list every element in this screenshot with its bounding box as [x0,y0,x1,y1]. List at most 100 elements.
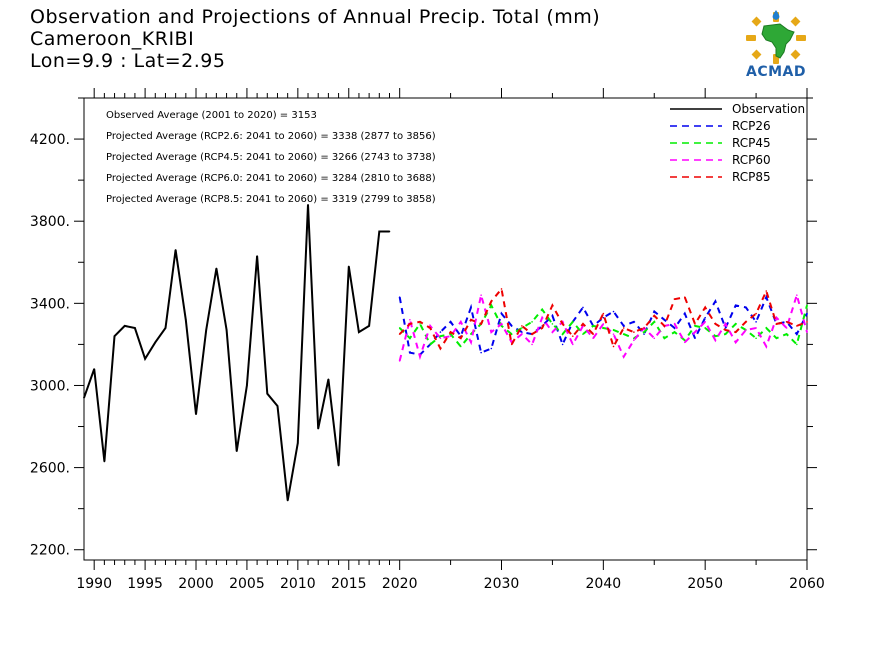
data-point-rcp26 [643,333,645,335]
data-point-rcp60 [633,339,635,342]
data-point-rcp60 [470,341,472,344]
x-tick-label: 2030 [484,576,520,592]
series-line-rcp45 [398,303,808,349]
data-point-rcp45 [663,337,666,340]
data-point-rcp45 [592,325,594,327]
data-point-rcp60 [429,325,432,327]
data-point-rcp26 [480,351,482,354]
data-point-rcp26 [449,321,452,323]
data-point-rcp45 [551,323,554,325]
data-point-rcp85 [490,300,493,303]
data-point-rcp85 [653,314,656,317]
legend-label-observation: Observation [732,102,805,116]
data-point-rcp85 [785,321,788,323]
data-point-rcp85 [419,321,421,323]
data-point-rcp45 [673,331,676,333]
series-layer [83,203,808,502]
data-point-rcp26 [704,316,706,319]
data-point-rcp26 [439,331,442,333]
data-point-rcp85 [571,335,574,337]
data-point-rcp45 [775,337,778,340]
data-point-rcp45 [785,333,788,335]
y-tick-label: 2600. [30,461,70,477]
x-tick-label: 1995 [127,576,163,592]
data-point-observation [144,357,146,360]
legend-label-rcp85: RCP85 [732,170,771,184]
data-point-rcp45 [602,327,605,329]
data-point-rcp85 [582,323,584,325]
data-point-rcp85 [439,347,442,350]
data-point-rcp85 [602,312,605,315]
data-point-rcp26 [653,310,656,313]
series-line-rcp85 [398,286,808,351]
x-tick-label: 2000 [178,576,214,592]
africa-map-icon [746,10,806,64]
data-point-rcp85 [694,323,696,325]
data-point-rcp60 [449,335,452,337]
data-point-rcp45 [419,323,421,325]
data-point-observation [266,392,269,395]
data-point-observation [103,460,106,463]
data-point-rcp26 [612,310,615,313]
data-point-observation [388,230,391,233]
data-point-rcp60 [622,355,625,358]
data-point-rcp45 [582,333,584,335]
data-point-rcp60 [541,316,544,319]
data-point-observation [276,405,279,407]
data-point-rcp26 [745,306,747,309]
data-point-rcp45 [724,333,727,335]
data-point-rcp60 [602,323,605,325]
data-point-rcp60 [673,323,676,325]
data-point-rcp60 [531,343,533,346]
data-point-rcp60 [755,327,757,329]
data-point-rcp85 [531,333,533,335]
x-tick-label: 2040 [586,576,622,592]
data-point-rcp26 [490,347,493,350]
data-point-rcp85 [541,327,544,329]
data-point-observation [83,396,85,399]
data-point-rcp85 [622,327,625,329]
data-point-rcp26 [663,318,666,321]
data-point-rcp26 [673,327,676,329]
data-point-observation [368,325,370,327]
data-point-rcp45 [765,327,768,329]
summary-line: Projected Average (RCP8.5: 2041 to 2060)… [106,194,436,205]
legend: Observation RCP26 RCP45 RCP60 RCP85 [670,102,805,184]
data-point-rcp45 [429,343,432,346]
data-point-rcp26 [806,312,808,315]
data-point-rcp85 [643,327,645,329]
data-point-rcp45 [561,333,564,335]
y-tick-label: 4200. [30,132,70,148]
x-tick-label: 2010 [280,576,316,592]
data-point-rcp60 [521,333,523,335]
acmad-logo: ACMAD [736,8,816,84]
data-point-observation [246,384,248,387]
legend-label-rcp26: RCP26 [732,119,771,133]
x-tick-label: 2060 [789,576,825,592]
data-point-rcp26 [398,296,401,298]
x-tick-label: 2050 [687,576,723,592]
data-point-rcp60 [571,343,574,346]
data-point-observation [347,265,350,268]
data-point-rcp85 [398,333,401,335]
data-point-rcp85 [409,323,411,325]
summary-line: Observed Average (2001 to 2020) = 3153 [106,110,317,121]
data-point-observation [164,327,167,329]
data-point-rcp85 [734,331,737,333]
logo-text: ACMAD [746,64,806,80]
data-point-rcp26 [734,304,737,307]
title-block: Observation and Projections of Annual Pr… [30,6,600,72]
data-point-rcp60 [775,316,778,319]
data-point-rcp45 [490,304,493,307]
data-point-observation [378,230,381,233]
data-point-observation [215,267,218,270]
data-point-rcp45 [694,325,696,327]
summary-line: Projected Average (RCP4.5: 2041 to 2060)… [106,152,436,163]
data-point-observation [134,327,136,329]
data-point-rcp26 [409,351,411,354]
x-tick-label: 2005 [229,576,265,592]
x-tick-label: 1990 [76,576,112,592]
data-point-rcp26 [551,314,554,317]
data-point-rcp85 [592,333,594,335]
